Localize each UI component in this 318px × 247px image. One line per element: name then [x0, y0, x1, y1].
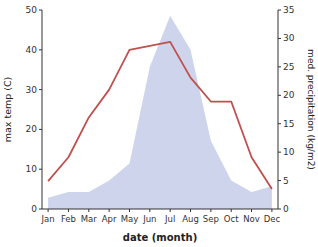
- y-tick: [39, 129, 42, 130]
- x-tick-label: Feb: [61, 214, 76, 224]
- y-tick: [39, 89, 42, 90]
- y2-tick: [278, 95, 281, 96]
- y2-tick-label: 15: [283, 119, 294, 129]
- y2-tick: [278, 209, 281, 210]
- x-tick-label: Aug: [182, 214, 199, 224]
- chart: 0 10 20 30 40 50 0 5 10 15 20 25 30 35 Jan Feb Mar Apr May…: [0, 0, 318, 247]
- y2-tick-label: 20: [283, 90, 295, 100]
- x-tick-label: May: [121, 214, 139, 224]
- x-tick: [109, 209, 110, 212]
- x-tick: [231, 209, 232, 212]
- y2-tick-label: 10: [283, 147, 295, 157]
- y2-tick-label: 0: [283, 204, 289, 214]
- x-tick-label: Apr: [102, 214, 117, 224]
- y2-axis-label: med. precipitation (kg/m2): [306, 49, 316, 170]
- x-tick-label: Jan: [41, 214, 55, 224]
- x-tick-label: Dec: [264, 214, 281, 224]
- y-tick-label: 50: [26, 5, 38, 15]
- x-tick-label: Oct: [224, 214, 239, 224]
- x-tick: [68, 209, 69, 212]
- temperature-line: [48, 42, 272, 189]
- y2-tick: [278, 10, 281, 11]
- y2-axis-line: [278, 10, 279, 209]
- y2-tick: [278, 123, 281, 124]
- x-axis-line: [42, 209, 278, 210]
- x-tick-label: Jul: [164, 214, 175, 224]
- y2-tick-label: 5: [283, 176, 289, 186]
- y2-tick-label: 30: [283, 33, 295, 43]
- y2-tick-label: 25: [283, 62, 294, 72]
- x-tick: [251, 209, 252, 212]
- x-tick-label: Nov: [243, 214, 260, 224]
- x-tick: [149, 209, 150, 212]
- x-tick-label: Jun: [142, 214, 156, 224]
- y-axis-line: [42, 10, 43, 209]
- y-tick-label: 20: [26, 124, 38, 134]
- x-tick: [271, 209, 272, 212]
- y-tick: [39, 169, 42, 170]
- y-axis-label: max temp (C): [2, 77, 13, 143]
- y-tick: [39, 49, 42, 50]
- x-tick: [190, 209, 191, 212]
- y-tick-label: 30: [26, 85, 38, 95]
- x-tick: [129, 209, 130, 212]
- y-tick: [39, 209, 42, 210]
- y2-tick-label: 35: [283, 5, 294, 15]
- y2-tick: [278, 152, 281, 153]
- y-tick-label: 0: [31, 204, 37, 214]
- y-tick-label: 40: [26, 45, 38, 55]
- x-tick-label: Sep: [203, 214, 219, 224]
- x-tick: [88, 209, 89, 212]
- x-axis-label: date (month): [123, 232, 197, 243]
- y-tick: [39, 10, 42, 11]
- x-tick-label: Mar: [81, 214, 98, 224]
- x-tick: [170, 209, 171, 212]
- y-tick-label: 10: [26, 164, 38, 174]
- y2-tick: [278, 66, 281, 67]
- y2-tick: [278, 38, 281, 39]
- x-tick: [210, 209, 211, 212]
- precipitation-area: [48, 16, 272, 209]
- plot-area: [48, 16, 272, 209]
- y2-tick: [278, 180, 281, 181]
- x-tick: [48, 209, 49, 212]
